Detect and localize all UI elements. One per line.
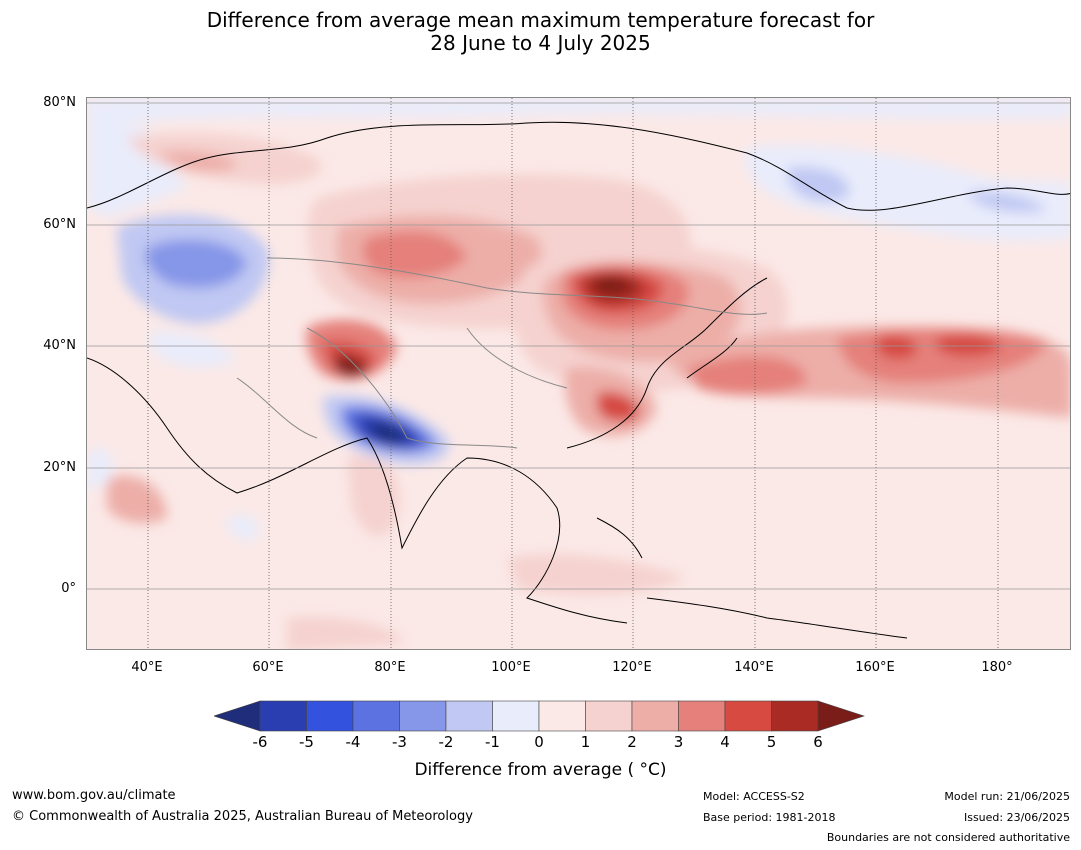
lon-label-160e: 160°E — [855, 660, 895, 675]
colorbar-tick-label: 3 — [673, 733, 684, 751]
title-line-2: 28 June to 4 July 2025 — [430, 31, 651, 55]
boundaries-note: Boundaries are not considered authoritat… — [826, 831, 1070, 844]
lon-label-60e: 60°E — [252, 660, 284, 675]
colorbar-segment — [352, 700, 400, 732]
political-boundaries — [236, 257, 768, 449]
lon-label-180: 180° — [981, 660, 1013, 675]
graticule — [147, 98, 999, 649]
anomaly-map — [86, 97, 1071, 650]
lat-label-20n: 20°N — [43, 460, 76, 475]
copyright-text: © Commonwealth of Australia 2025, Austra… — [12, 809, 473, 824]
colorbar-tick-label: 5 — [766, 733, 777, 751]
issued-text: Issued: 23/06/2025 — [963, 811, 1070, 824]
lon-label-120e: 120°E — [612, 660, 652, 675]
colorbar-label: Difference from average ( °C) — [414, 760, 667, 780]
lat-label-0: 0° — [61, 581, 76, 596]
lon-label-80e: 80°E — [374, 660, 406, 675]
model-text: Model: ACCESS-S2 — [703, 790, 805, 803]
colorbar-tick-label: -4 — [345, 733, 361, 751]
colorbar-segment — [538, 700, 586, 732]
lon-label-140e: 140°E — [734, 660, 774, 675]
colorbar-segment — [259, 700, 307, 732]
colorbar — [214, 700, 865, 732]
colorbar-tick-label: -3 — [392, 733, 407, 751]
colorbar-tick-label: -6 — [252, 733, 268, 751]
colorbar-segment — [585, 700, 633, 732]
colorbar-segment — [678, 700, 726, 732]
colorbar-segment — [445, 700, 493, 732]
lat-label-40n: 40°N — [43, 338, 76, 353]
colorbar-segment — [724, 700, 772, 732]
colorbar-tick-label: 4 — [720, 733, 730, 751]
colorbar-segment — [631, 700, 679, 732]
colorbar-tick-label: -1 — [485, 733, 500, 751]
colorbar-extend-low — [214, 700, 261, 732]
base-period-text: Base period: 1981-2018 — [703, 811, 836, 824]
colorbar-extend-high — [817, 700, 865, 732]
colorbar-segment — [771, 700, 819, 732]
lat-label-80n: 80°N — [43, 95, 76, 110]
chart-title: Difference from average mean maximum tem… — [0, 9, 1081, 55]
colorbar-segment — [492, 700, 540, 732]
lon-label-40e: 40°E — [131, 660, 163, 675]
lon-label-100e: 100°E — [491, 660, 531, 675]
colorbar-segment — [399, 700, 447, 732]
coastlines — [87, 121, 1070, 639]
latitude-lines — [87, 102, 1070, 590]
colorbar-tick-label: 0 — [534, 733, 544, 751]
model-run-text: Model run: 21/06/2025 — [944, 790, 1070, 803]
map-canvas — [87, 98, 1070, 649]
colorbar-segment — [306, 700, 354, 732]
colorbar-tick-label: -5 — [299, 733, 314, 751]
title-line-1: Difference from average mean maximum tem… — [206, 8, 875, 32]
colorbar-tick-label: 6 — [813, 733, 823, 751]
lat-label-60n: 60°N — [43, 217, 76, 232]
colorbar-tick-label: 1 — [580, 733, 591, 751]
colorbar-tick-label: 2 — [627, 733, 637, 751]
colorbar-tick-label: -2 — [438, 733, 454, 751]
website-text: www.bom.gov.au/climate — [12, 788, 176, 803]
